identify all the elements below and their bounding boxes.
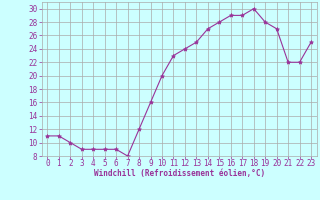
X-axis label: Windchill (Refroidissement éolien,°C): Windchill (Refroidissement éolien,°C) — [94, 169, 265, 178]
